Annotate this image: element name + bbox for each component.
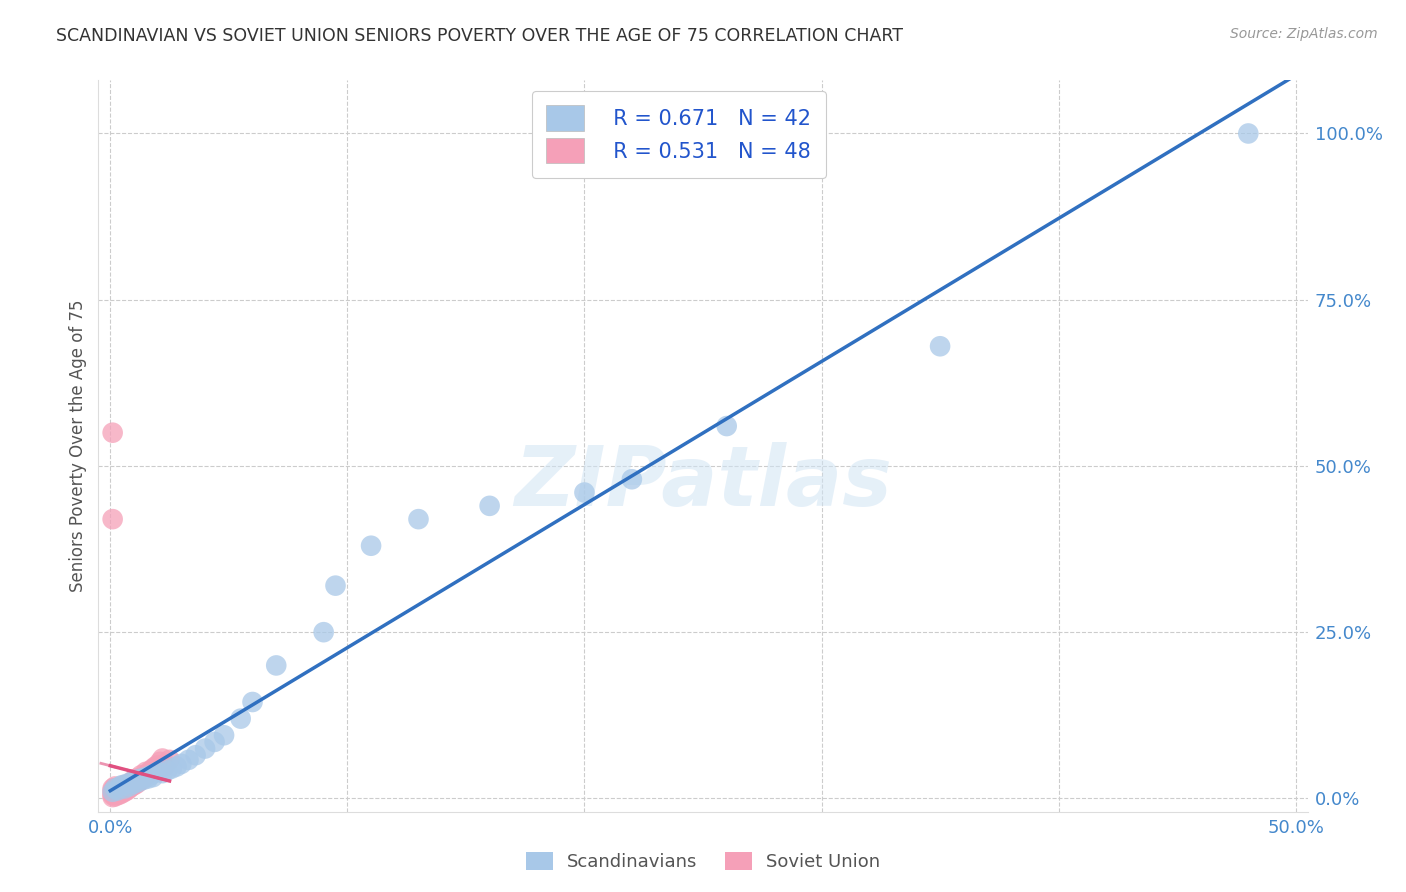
Point xyxy=(118,780,141,794)
Point xyxy=(108,780,131,794)
Point xyxy=(114,781,136,796)
Point xyxy=(125,772,148,786)
Point xyxy=(142,762,165,776)
Point xyxy=(105,788,128,802)
Point xyxy=(128,774,150,789)
Point xyxy=(101,512,124,526)
Point xyxy=(101,786,124,800)
Point xyxy=(105,786,128,800)
Point xyxy=(104,780,127,794)
Point xyxy=(101,781,124,796)
Point xyxy=(104,789,127,804)
Point xyxy=(121,780,143,794)
Point xyxy=(242,695,264,709)
Point xyxy=(184,748,207,763)
Point xyxy=(121,774,143,789)
Point xyxy=(104,785,127,799)
Point xyxy=(929,339,952,353)
Point xyxy=(139,768,162,782)
Point xyxy=(125,777,148,791)
Point xyxy=(574,485,596,500)
Point xyxy=(229,712,252,726)
Point xyxy=(122,772,145,787)
Point xyxy=(108,788,131,802)
Point xyxy=(156,764,179,778)
Point xyxy=(212,728,235,742)
Text: ZIPatlas: ZIPatlas xyxy=(515,442,891,523)
Point xyxy=(152,751,174,765)
Point xyxy=(160,762,183,776)
Point xyxy=(139,764,162,778)
Point xyxy=(716,419,738,434)
Point xyxy=(620,472,643,486)
Text: SCANDINAVIAN VS SOVIET UNION SENIORS POVERTY OVER THE AGE OF 75 CORRELATION CHAR: SCANDINAVIAN VS SOVIET UNION SENIORS POV… xyxy=(56,27,903,45)
Point xyxy=(166,759,188,773)
Point xyxy=(264,658,287,673)
Legend: Scandinavians, Soviet Union: Scandinavians, Soviet Union xyxy=(519,845,887,879)
Point xyxy=(135,768,157,782)
Point xyxy=(104,787,127,801)
Point xyxy=(104,781,127,796)
Point xyxy=(153,759,176,773)
Point xyxy=(114,785,136,799)
Point xyxy=(114,781,136,796)
Point xyxy=(312,625,335,640)
Point xyxy=(194,741,217,756)
Point xyxy=(136,766,159,780)
Point xyxy=(177,753,200,767)
Point xyxy=(101,788,124,802)
Point xyxy=(128,774,150,789)
Point xyxy=(204,735,226,749)
Point xyxy=(125,772,148,787)
Point xyxy=(101,425,124,440)
Point xyxy=(129,772,152,787)
Point xyxy=(122,777,145,791)
Point xyxy=(111,783,134,797)
Point xyxy=(142,770,165,784)
Point xyxy=(149,755,172,769)
Point xyxy=(132,770,155,784)
Point xyxy=(121,774,143,789)
Point xyxy=(135,764,157,779)
Point xyxy=(104,782,127,797)
Point xyxy=(478,499,501,513)
Point xyxy=(108,781,131,796)
Point xyxy=(170,756,193,771)
Point xyxy=(115,780,138,794)
Point xyxy=(122,778,145,792)
Point xyxy=(146,764,169,779)
Point xyxy=(325,579,347,593)
Point xyxy=(146,758,169,772)
Point xyxy=(108,785,131,799)
Y-axis label: Seniors Poverty Over the Age of 75: Seniors Poverty Over the Age of 75 xyxy=(69,300,87,592)
Point xyxy=(132,772,155,787)
Point xyxy=(111,778,134,792)
Point xyxy=(136,772,159,786)
Point xyxy=(101,785,124,799)
Point xyxy=(105,783,128,797)
Point xyxy=(105,780,128,795)
Point xyxy=(115,783,138,797)
Point xyxy=(129,772,152,786)
Point xyxy=(111,780,134,794)
Point xyxy=(1237,127,1260,141)
Point xyxy=(101,790,124,805)
Point xyxy=(152,766,174,780)
Legend:   R = 0.671   N = 42,   R = 0.531   N = 48: R = 0.671 N = 42, R = 0.531 N = 48 xyxy=(531,91,825,178)
Point xyxy=(118,781,141,796)
Point xyxy=(105,783,128,797)
Point xyxy=(118,777,141,791)
Point xyxy=(111,786,134,800)
Point xyxy=(135,770,157,784)
Point xyxy=(129,768,152,782)
Point xyxy=(360,539,382,553)
Point xyxy=(101,783,124,797)
Point xyxy=(115,777,138,791)
Text: Source: ZipAtlas.com: Source: ZipAtlas.com xyxy=(1230,27,1378,41)
Point xyxy=(114,778,136,792)
Point xyxy=(408,512,430,526)
Point xyxy=(159,753,181,767)
Point xyxy=(143,759,166,773)
